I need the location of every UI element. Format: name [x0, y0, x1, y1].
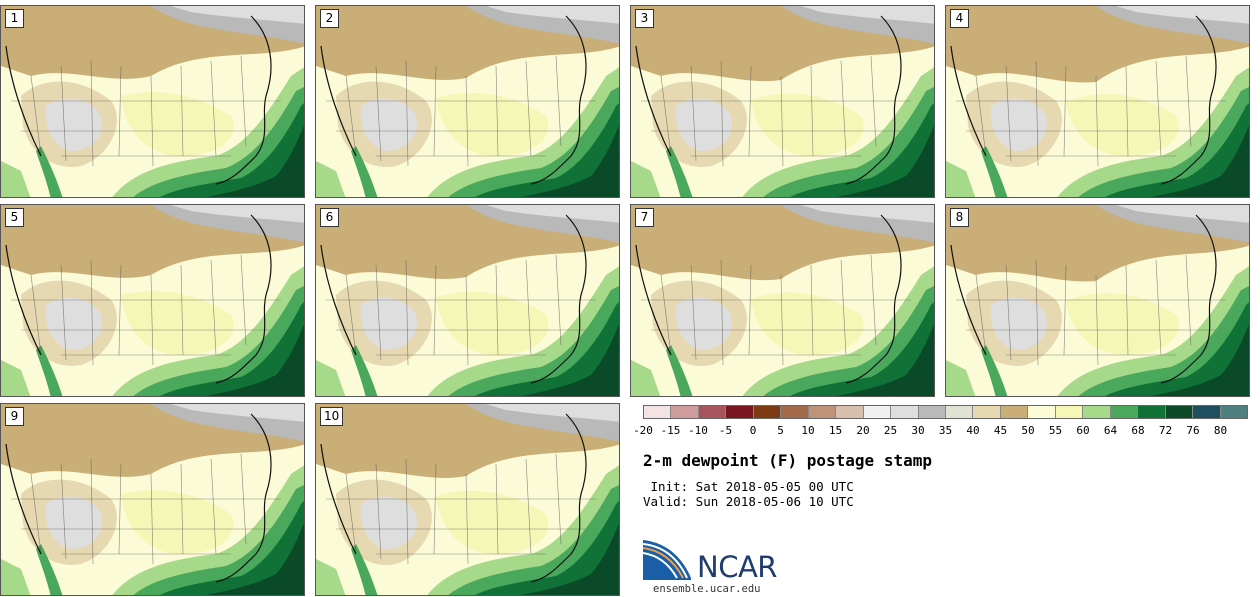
colorbar-swatch	[644, 406, 672, 418]
colorbar-swatch	[1110, 406, 1139, 418]
colorbar-swatch	[698, 406, 727, 418]
colorbar-tick-label: 55	[1048, 424, 1063, 437]
member-number-label: 2	[320, 9, 339, 28]
colorbar-tick-labels: -20 -15 -10 -5 0 5 10 15 20 25 30 35 40 45 50 55 60 64 68 7…	[633, 424, 1248, 438]
colorbar-tick-label: 10	[801, 424, 815, 437]
colorbar-swatch	[1193, 406, 1221, 418]
member-panel-6[interactable]: 6	[315, 204, 620, 397]
colorbar-tick-label: 5	[777, 424, 784, 437]
colorbar-tick-label: -5	[718, 424, 733, 437]
member-number-label: 10	[320, 407, 344, 426]
colorbar-swatch	[808, 406, 837, 418]
colorbar-swatch	[836, 406, 864, 418]
colorbar-swatch	[1000, 406, 1029, 418]
colorbar-swatch	[945, 406, 974, 418]
valid-time: Valid: Sun 2018-05-06 10 UTC	[643, 494, 854, 509]
colorbar-swatch	[671, 406, 699, 418]
member-panel-3[interactable]: 3	[630, 5, 935, 198]
colorbar-swatch	[1083, 406, 1111, 418]
site-url: ensemble.ucar.edu	[653, 583, 761, 595]
colorbar-tick-label: 0	[749, 424, 757, 437]
ncar-logo-mark	[643, 540, 691, 580]
dewpoint-map	[316, 404, 619, 595]
colorbar-swatch	[1055, 406, 1084, 418]
member-panel-8[interactable]: 8	[945, 204, 1250, 397]
colorbar-tick-label: 64	[1103, 424, 1118, 437]
ncar-logo-text: NCAR	[697, 550, 777, 584]
colorbar-swatch	[1165, 406, 1194, 418]
colorbar-tick-label: 50	[1021, 424, 1035, 437]
dewpoint-colorbar	[643, 405, 1248, 419]
dewpoint-map	[1, 205, 304, 396]
dewpoint-map	[631, 6, 934, 197]
member-panel-2[interactable]: 2	[315, 5, 620, 198]
colorbar-tick-label: 76	[1186, 424, 1200, 437]
member-panel-4[interactable]: 4	[945, 5, 1250, 198]
colorbar-tick-label: 80	[1213, 424, 1228, 437]
dewpoint-map	[946, 205, 1249, 396]
colorbar-tick-label: 25	[883, 424, 898, 437]
colorbar-tick-label: 15	[828, 424, 843, 437]
colorbar-tick-label: 72	[1158, 424, 1173, 437]
colorbar-swatch	[726, 406, 754, 418]
colorbar-swatch	[1138, 406, 1166, 418]
dewpoint-map	[1, 404, 304, 595]
member-panel-10[interactable]: 10	[315, 403, 620, 596]
colorbar-tick-label: -15	[660, 424, 681, 437]
colorbar-swatch	[781, 406, 809, 418]
member-panel-5[interactable]: 5	[0, 204, 305, 397]
member-panel-1[interactable]: 1	[0, 5, 305, 198]
colorbar-tick-label: 68	[1131, 424, 1145, 437]
member-number-label: 8	[950, 208, 969, 227]
colorbar-swatch	[891, 406, 919, 418]
colorbar-tick-label: 20	[856, 424, 870, 437]
colorbar-tick-label: 60	[1076, 424, 1090, 437]
dewpoint-map	[1, 6, 304, 197]
colorbar-tick-label: 40	[966, 424, 980, 437]
colorbar-swatch	[1028, 406, 1056, 418]
dewpoint-map	[631, 205, 934, 396]
colorbar-tick-label: -10	[688, 424, 708, 437]
colorbar-swatch	[753, 406, 782, 418]
dewpoint-map	[316, 205, 619, 396]
colorbar-swatch	[863, 406, 892, 418]
member-number-label: 1	[5, 9, 24, 28]
colorbar-swatch	[1220, 406, 1247, 418]
colorbar-tick-label: 45	[993, 424, 1008, 437]
plot-title: 2-m dewpoint (F) postage stamp	[643, 451, 932, 470]
init-time: Init: Sat 2018-05-05 00 UTC	[643, 479, 854, 494]
colorbar-swatch	[973, 406, 1001, 418]
member-number-label: 7	[635, 208, 654, 227]
member-panel-9[interactable]: 9	[0, 403, 305, 596]
member-number-label: 3	[635, 9, 654, 28]
member-number-label: 6	[320, 208, 339, 227]
member-number-label: 9	[5, 407, 24, 426]
colorbar-tick-label: -20	[633, 424, 653, 437]
colorbar-tick-label: 30	[911, 424, 925, 437]
dewpoint-map	[316, 6, 619, 197]
colorbar-tick-label: 35	[938, 424, 953, 437]
colorbar-swatch	[918, 406, 946, 418]
member-panel-7[interactable]: 7	[630, 204, 935, 397]
member-number-label: 5	[5, 208, 24, 227]
dewpoint-map	[946, 6, 1249, 197]
member-number-label: 4	[950, 9, 969, 28]
